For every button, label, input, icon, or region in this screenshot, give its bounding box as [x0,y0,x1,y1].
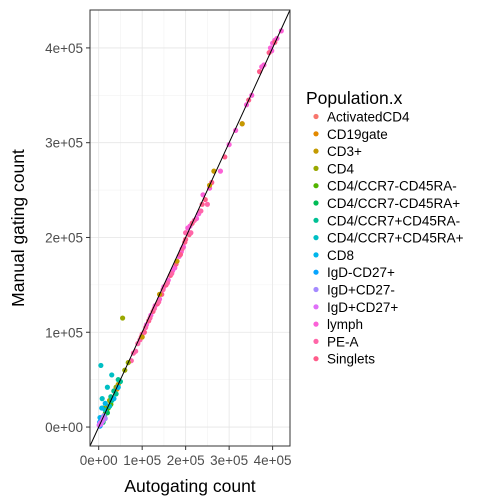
data-point-singlets [199,201,205,207]
legend-key [313,131,319,137]
legend-key [313,200,319,206]
data-point-cd4-ccr7-cd45ra- [109,372,115,378]
legend-key [313,183,319,189]
legend-label: CD3+ [327,144,362,159]
legend-item: CD4/CCR7+CD45RA+ [313,231,464,246]
y-tick-label: 3e+05 [45,136,83,151]
legend-label: lymph [327,317,363,332]
data-point-singlets [266,50,272,56]
legend-label: CD4 [327,161,354,176]
x-tick-label: 4e+05 [254,453,292,468]
y-axis: 0e+00 1e+05 2e+05 3e+05 4e+05 [45,41,90,435]
x-tick-label: 3e+05 [210,453,248,468]
legend-label: CD4/CCR7+CD45RA+ [327,231,464,246]
data-point-cd4-ccr7-cd45ra- [104,384,110,390]
y-axis-title: Manual gating count [8,149,28,307]
x-tick-label: 2e+05 [167,453,205,468]
reference-line-group [89,9,291,447]
data-point-lymph [217,168,224,174]
legend-label: IgD+CD27+ [327,300,398,315]
x-tick-label: 1e+05 [123,453,161,468]
legend-label: PE-A [327,334,359,349]
data-point-pe-a [204,201,210,207]
data-point-pe-a [164,280,170,286]
y-tick-label: 2e+05 [45,230,83,245]
legend-label: CD4/CCR7-CD45RA- [327,179,457,194]
reference-line [89,9,291,447]
y-tick-label: 4e+05 [45,41,83,56]
legend: Population.x ActivatedCD4 CD19gate CD3+ CD4… [306,88,464,367]
data-point-cd4-ccr7-cd45ra- [99,396,105,402]
data-point-cd3- [239,121,245,127]
legend-label: CD4/CCR7+CD45RA- [327,213,460,228]
legend-key [313,235,319,241]
legend-key [313,338,319,344]
data-point-pe-a [169,270,175,277]
legend-label: ActivatedCD4 [327,110,410,125]
legend-items: ActivatedCD4 CD19gate CD3+ CD4 CD4/CCR7-CD45… [313,110,464,367]
legend-label: CD4/CCR7-CD45RA+ [327,196,460,211]
legend-label: IgD-CD27+ [327,265,395,280]
legend-key [313,148,319,154]
legend-item: CD3+ [313,144,362,159]
legend-item: IgD+CD27- [313,283,395,298]
legend-item: CD4/CCR7-CD45RA+ [313,196,460,211]
legend-item: Singlets [313,352,375,367]
data-point-cd4 [120,315,126,321]
legend-title: Population.x [306,88,403,108]
data-point-cd8 [102,400,108,406]
legend-key [313,113,319,120]
data-point-cd4-ccr7-cd45ra- [98,362,104,369]
data-point-cd8 [115,384,121,390]
legend-key [313,304,319,310]
legend-key [313,321,319,327]
legend-item: CD4/CCR7+CD45RA- [313,213,460,228]
legend-key [313,286,319,293]
legend-key [313,356,319,362]
legend-item: IgD+CD27+ [313,300,398,315]
legend-label: Singlets [327,352,375,367]
legend-item: lymph [313,317,363,332]
legend-key [313,217,319,223]
legend-item: CD4 [313,161,354,176]
y-tick-label: 0e+00 [45,420,83,435]
legend-item: CD19gate [313,127,388,142]
data-point-pe-a [156,299,162,305]
legend-item: PE-A [313,334,359,349]
data-point-pe-a [188,230,194,236]
data-point-pe-a [198,208,204,214]
legend-item: CD4/CCR7-CD45RA- [313,179,457,194]
legend-key [313,165,319,171]
legend-label: CD8 [327,248,354,263]
legend-label: CD19gate [327,127,388,142]
x-axis: 0e+00 1e+05 2e+05 3e+05 4e+05 [80,446,292,468]
data-point-pe-a [147,315,153,321]
legend-item: ActivatedCD4 [313,110,410,125]
legend-item: IgD-CD27+ [313,265,395,280]
data-point-cd4-ccr7-cd45ra- [106,403,113,409]
data-point-singlets [182,239,188,245]
data-point-pe-a [160,287,166,293]
data-point-pe-a [143,324,149,331]
data-point-pe-a [151,305,157,312]
x-tick-label: 0e+00 [80,453,118,468]
legend-key [313,252,319,258]
data-point-cd8 [99,405,105,411]
legend-label: IgD+CD27- [327,283,395,298]
legend-item: CD8 [313,248,354,263]
y-tick-label: 1e+05 [45,325,83,340]
x-axis-title: Autogating count [124,476,255,496]
legend-key [313,269,319,275]
data-point-singlets [177,251,184,258]
panel-border [89,9,291,447]
